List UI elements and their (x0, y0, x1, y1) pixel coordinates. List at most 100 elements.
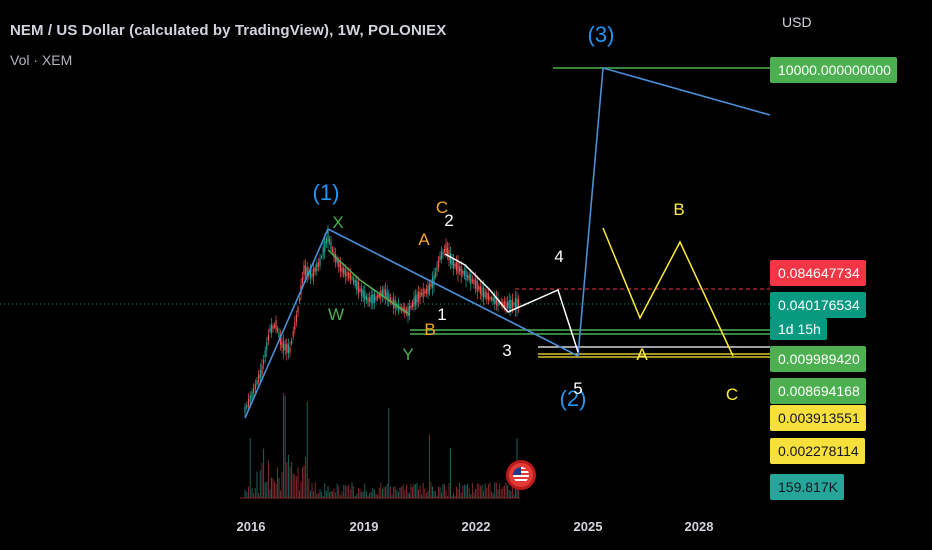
candle-body (440, 251, 443, 260)
volume-bar (511, 484, 513, 498)
wave-label-3: X (332, 213, 343, 232)
price-tag-0: 10000.000000000 (770, 57, 897, 83)
volume-bar (442, 483, 444, 498)
candle-body (452, 259, 455, 268)
candle-body (284, 344, 286, 350)
volume-bar (388, 407, 390, 498)
white-impulse-path (444, 253, 579, 353)
candle-body (388, 293, 390, 303)
volume-bar (495, 482, 497, 498)
volume-bar (375, 493, 377, 498)
volume-bar (487, 484, 489, 498)
volume-bar (425, 492, 427, 498)
volume-bar (483, 490, 485, 498)
candle-body (405, 309, 407, 313)
volume-bar (266, 481, 268, 498)
volume-bar (475, 489, 477, 498)
price-axis-currency: USD (782, 14, 812, 30)
volume-bar (258, 492, 260, 498)
candle-body (246, 404, 248, 408)
candle-body (434, 272, 437, 277)
wave-label-8: B (424, 320, 435, 339)
volume-bar (332, 491, 333, 498)
volume-bar (499, 483, 501, 498)
candle-body (297, 307, 299, 313)
price-candles (244, 225, 520, 418)
us-flag-icon[interactable] (506, 460, 536, 490)
candle-body (463, 271, 465, 277)
x-tick-0: 2016 (237, 519, 266, 534)
wave-label-0: (1) (313, 180, 340, 205)
price-tag-8: 159.817K (770, 474, 844, 500)
candle-body (375, 296, 377, 300)
volume-bar (321, 491, 323, 498)
volume-bar (424, 488, 426, 498)
volume-bar (339, 495, 341, 498)
volume-bar (416, 483, 418, 498)
volume-bar (357, 488, 359, 498)
volume-bar (454, 495, 456, 498)
candle-body (421, 292, 423, 296)
candle-body (254, 384, 256, 390)
volume-bar (471, 482, 473, 498)
volume-bar (445, 490, 447, 498)
price-tag-5: 0.008694168 (770, 378, 866, 404)
volume-bar (503, 486, 505, 498)
candle-body (276, 328, 279, 332)
candle-body (505, 301, 507, 309)
volume-bar (317, 492, 319, 498)
volume-bar (277, 467, 278, 498)
volume-bar (275, 483, 277, 498)
candle-body (486, 292, 488, 299)
volume-bar (450, 448, 451, 498)
volume-bar (432, 486, 433, 498)
volume-bar (272, 478, 274, 498)
volume-bar (280, 490, 281, 498)
volume-bar (319, 489, 321, 498)
volume-bar (303, 465, 305, 498)
candle-body (410, 305, 412, 309)
wave-label-2: (3) (588, 22, 615, 47)
candle-body (322, 247, 324, 256)
volume-bar (297, 467, 299, 498)
volume-bar (439, 487, 441, 498)
volume-bar (274, 481, 275, 498)
candle-body (328, 238, 331, 243)
candle-body (427, 285, 429, 295)
volume-bar (316, 493, 318, 498)
volume-bar (365, 491, 367, 498)
volume-bar (463, 484, 465, 498)
volume-bar (263, 448, 265, 498)
candle-body (266, 341, 268, 351)
candle-body (428, 283, 431, 292)
volume-bar (348, 484, 350, 498)
volume-bar (354, 495, 356, 498)
candle-body (462, 270, 464, 274)
candle-body (495, 297, 497, 306)
candle-body (417, 292, 420, 302)
wave-label-13: 5 (573, 379, 582, 398)
volume-bar (518, 484, 519, 498)
candle-body (425, 288, 427, 294)
volume-bar (409, 493, 410, 498)
candle-body (362, 290, 364, 298)
volume-bar (264, 482, 266, 498)
candle-body (349, 273, 351, 281)
candle-body (354, 280, 356, 286)
volume-bar (441, 492, 442, 498)
volume-bar (383, 486, 385, 498)
candle-body (424, 290, 426, 294)
candle-body (457, 262, 459, 274)
volume-bar (447, 495, 448, 498)
candle-body (455, 262, 458, 271)
volume-bar (401, 486, 403, 498)
volume-bar (402, 484, 404, 498)
candle-body (303, 265, 305, 275)
volume-bar (353, 485, 355, 498)
volume-bar (362, 491, 364, 498)
candle-body (503, 301, 505, 308)
volume-bar (324, 483, 326, 498)
volume-bar (267, 460, 269, 498)
volume-bar (410, 483, 412, 498)
